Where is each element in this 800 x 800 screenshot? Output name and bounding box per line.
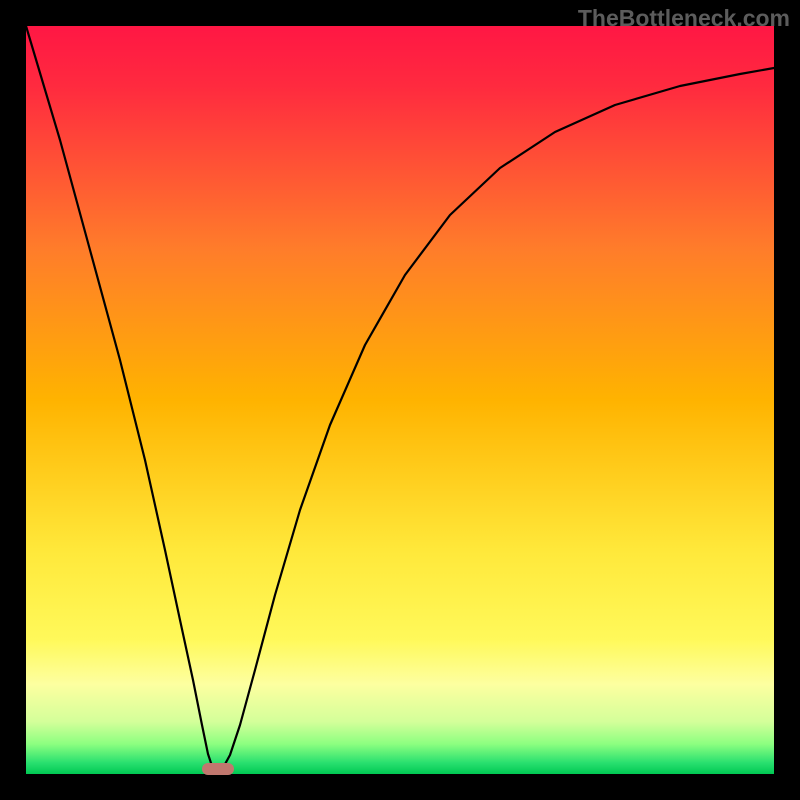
optimal-point-marker [202,763,234,775]
bottleneck-curve [0,0,800,800]
curve-path [26,26,774,770]
watermark-label: TheBottleneck.com [578,5,790,32]
